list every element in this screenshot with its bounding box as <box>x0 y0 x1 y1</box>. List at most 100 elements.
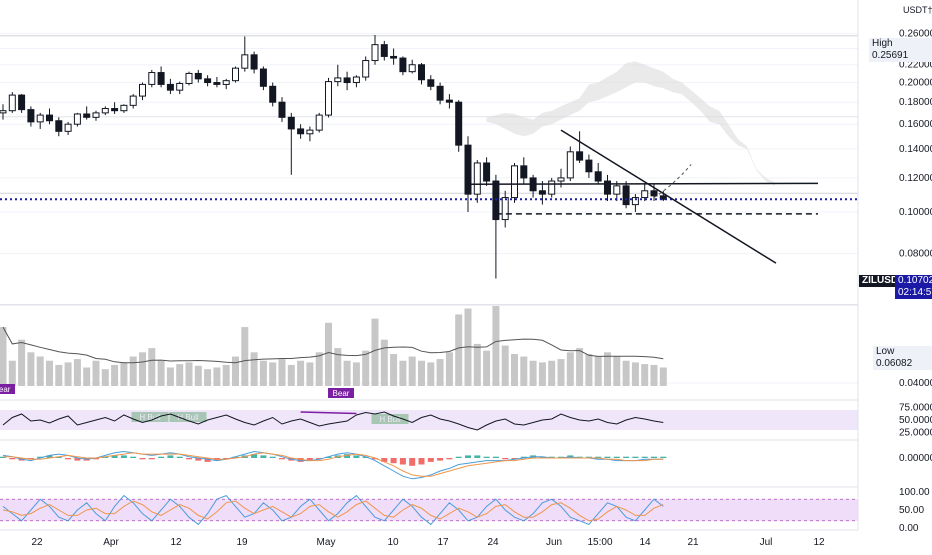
candle-body-1 <box>8 94 16 112</box>
date-tick-4: May <box>317 537 336 548</box>
annotation-label-1: Bear <box>333 389 350 398</box>
volume-bar-43 <box>399 360 407 386</box>
volume-bar-70 <box>650 364 658 386</box>
low-tag: Low 0.06082 <box>873 346 932 370</box>
price-tick-8: 0.10000 <box>899 207 932 218</box>
candle-body-21 <box>194 72 202 80</box>
macd-histogram-7 <box>65 458 72 460</box>
macd-histogram-17 <box>158 456 165 458</box>
volume-bar-53 <box>492 306 500 386</box>
candle-body-32 <box>297 128 305 135</box>
volume-bar-12 <box>111 364 119 386</box>
macd-histogram-59 <box>548 456 555 458</box>
rsi-tick-1: 50.00000 <box>899 415 932 426</box>
signal-line <box>3 452 664 477</box>
rsi-tick-2: 25.00000 <box>899 428 932 439</box>
price-tick-10: 0.04000 <box>899 378 932 389</box>
macd-histogram-62 <box>576 456 583 458</box>
macd-histogram-29 <box>269 456 276 458</box>
price-tick-7: 0.12000 <box>899 173 932 184</box>
volume-bar-30 <box>278 359 286 386</box>
macd-histogram-50 <box>465 455 471 458</box>
low-label: Low <box>876 346 895 357</box>
volume-bar-38 <box>352 362 360 386</box>
macd-histogram-40 <box>372 458 378 460</box>
volume-bar-28 <box>259 360 267 386</box>
volume-bar-42 <box>390 354 398 386</box>
macd-histogram-39 <box>362 456 369 458</box>
volume-bar-36 <box>334 348 342 386</box>
volume-bar-35 <box>325 322 332 386</box>
candle-body-26 <box>241 54 249 69</box>
volume-bar-22 <box>204 369 212 386</box>
candle-body-34 <box>315 114 323 131</box>
volume-bar-48 <box>445 352 453 386</box>
price-tick-2: 0.22000 <box>899 60 932 71</box>
candle-body-49 <box>455 101 463 146</box>
macd-histogram-21 <box>195 458 202 461</box>
macd-histogram-70 <box>651 456 657 458</box>
volume-bar-17 <box>157 360 165 386</box>
volume-bar-60 <box>557 359 565 386</box>
volume-bar-1 <box>8 360 16 386</box>
date-tick-5: 10 <box>387 537 399 548</box>
volume-bar-52 <box>483 350 491 386</box>
candle-body-71 <box>659 195 667 200</box>
rsi-divergence-line <box>300 411 357 415</box>
ichimoku-cloud-area <box>486 61 775 186</box>
candle-body-13 <box>120 104 128 112</box>
stoch-tick-1: 50.00 <box>899 505 924 516</box>
volume-bar-55 <box>511 354 518 386</box>
volume-bar-62 <box>576 348 584 386</box>
candle-body-69 <box>641 190 649 199</box>
stoch-tick-2: 0.00 <box>899 523 919 534</box>
candle-body-51 <box>473 162 481 195</box>
macd-histogram-20 <box>186 458 192 460</box>
macd-histogram-42 <box>390 458 397 464</box>
candle-body-43 <box>399 57 407 73</box>
volume-bar-65 <box>604 352 611 386</box>
candle-body-8 <box>73 113 81 125</box>
volume-bar-5 <box>46 360 53 386</box>
volume-bar-40 <box>371 318 379 386</box>
macd-histogram-68 <box>632 456 639 458</box>
candle-body-68 <box>631 197 639 206</box>
macd-histogram-14 <box>130 456 137 458</box>
macd-histogram-5 <box>46 455 53 458</box>
candle-body-47 <box>436 85 444 101</box>
volume-bar-25 <box>232 356 239 386</box>
volume-bar-0 <box>0 327 7 386</box>
annotation-box-1 <box>328 388 354 398</box>
volume-bar-10 <box>92 360 100 386</box>
macd-histogram-66 <box>613 456 620 458</box>
high-value: 0.25691 <box>872 50 909 61</box>
macd-histogram-43 <box>399 458 406 465</box>
date-tick-0: 22 <box>31 537 43 548</box>
volume-bar-13 <box>120 362 128 386</box>
stoch-k-line <box>2 494 664 526</box>
candle-body-11 <box>101 108 109 114</box>
volume-bars <box>0 306 667 386</box>
date-tick-11: 21 <box>687 537 699 548</box>
candle-body-62 <box>576 151 584 161</box>
time-axis: 22 Apr 12 19 May 10 17 24 Jun 15:00 14 21 Jul 12 <box>31 537 825 548</box>
macd-histogram-34 <box>316 458 323 460</box>
macd-histogram-33 <box>306 458 313 461</box>
candle-body-31 <box>287 116 295 130</box>
candle-body-28 <box>259 68 267 87</box>
date-tick-12: Jul <box>760 537 773 548</box>
macd-histogram-4 <box>37 456 44 458</box>
rsi-line <box>2 411 664 431</box>
candle-body-59 <box>548 180 556 195</box>
candle-body-6 <box>55 120 63 132</box>
volume-bar-26 <box>241 327 249 386</box>
volume-bar-45 <box>418 360 425 386</box>
last-price-tag: 0.10702 <box>895 275 932 287</box>
candle-body-29 <box>269 85 277 103</box>
macd-histogram-64 <box>595 456 602 458</box>
volume-bar-46 <box>427 362 435 386</box>
candle-body-20 <box>185 72 193 84</box>
macd-histogram-16 <box>148 458 155 460</box>
